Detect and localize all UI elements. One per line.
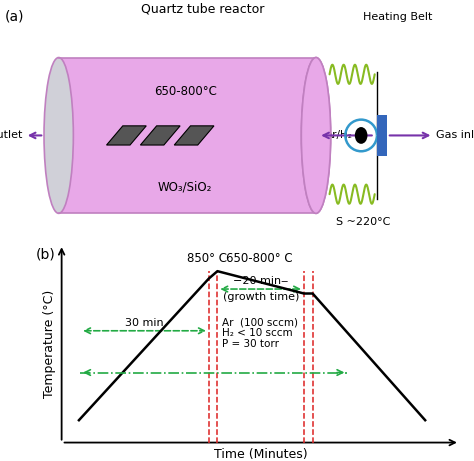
Polygon shape	[174, 126, 214, 145]
Ellipse shape	[44, 58, 73, 213]
Text: Quartz tube reactor: Quartz tube reactor	[141, 2, 265, 15]
Text: Ar  (100 sccm): Ar (100 sccm)	[222, 318, 298, 328]
Text: WO₃/SiO₂: WO₃/SiO₂	[158, 181, 212, 194]
X-axis label: Time (Minutes): Time (Minutes)	[214, 448, 308, 461]
Text: (a): (a)	[5, 10, 24, 24]
Ellipse shape	[301, 58, 331, 213]
Text: H₂ < 10 sccm: H₂ < 10 sccm	[222, 328, 292, 338]
Text: 30 min: 30 min	[125, 318, 163, 328]
Text: Heating Belt: Heating Belt	[363, 12, 432, 22]
Ellipse shape	[355, 127, 367, 144]
Text: Ar/H₂: Ar/H₂	[326, 130, 353, 140]
Ellipse shape	[301, 58, 331, 213]
Text: Gas inlet: Gas inlet	[436, 130, 474, 141]
Polygon shape	[140, 126, 180, 145]
Bar	[377, 115, 387, 155]
Text: P = 30 torr: P = 30 torr	[222, 339, 279, 349]
Text: Gas outlet: Gas outlet	[0, 130, 23, 141]
Y-axis label: Temperature (°C): Temperature (°C)	[43, 290, 56, 397]
Bar	[59, 58, 316, 213]
Text: (growth time): (growth time)	[222, 292, 299, 302]
Text: 650-800° C: 650-800° C	[226, 252, 293, 265]
Text: 850° C: 850° C	[187, 252, 227, 265]
Text: 650-800°C: 650-800°C	[154, 85, 217, 98]
Text: −20 min‒: −20 min‒	[233, 276, 288, 286]
Polygon shape	[107, 126, 146, 145]
Text: S ~220°C: S ~220°C	[336, 217, 391, 226]
Text: (b): (b)	[36, 247, 55, 261]
